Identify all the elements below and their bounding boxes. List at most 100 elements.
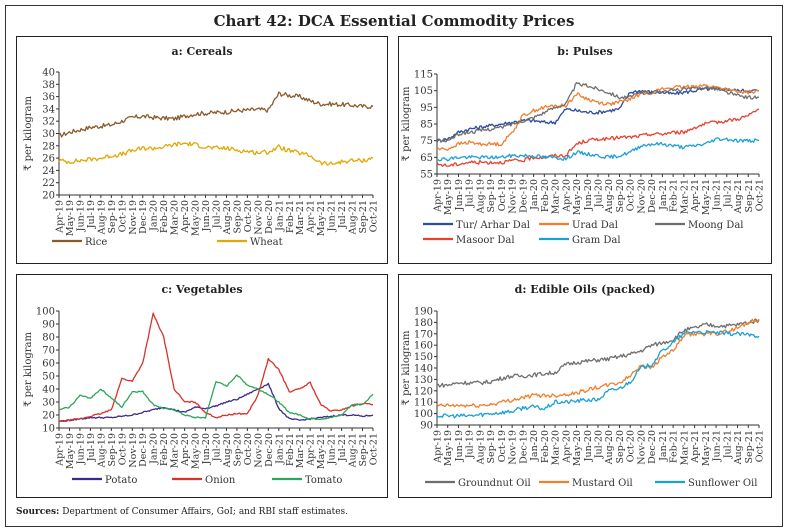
x-tick-label: May-20 xyxy=(572,179,583,215)
y-tick-label: 24 xyxy=(42,166,55,177)
x-tick-label: Apr-20 xyxy=(561,430,572,464)
x-tick-label: Oct-20 xyxy=(243,433,254,465)
x-tick-label: Jun-19 xyxy=(454,179,465,211)
legend-label: Onion xyxy=(205,475,236,486)
legend-label: Urad Dal xyxy=(572,220,618,231)
y-tick-label: 70 xyxy=(42,346,55,357)
x-tick-label: May-20 xyxy=(572,430,583,466)
legend-item: Groundnut Oil xyxy=(425,478,531,489)
x-tick-label: Aug-21 xyxy=(348,433,359,468)
y-tick-label: 40 xyxy=(42,385,55,396)
y-tick-label: 60 xyxy=(42,359,55,370)
x-tick-label: Jun-21 xyxy=(327,200,338,232)
x-tick-label: Mar-21 xyxy=(295,433,306,468)
x-tick-label: Oct-21 xyxy=(369,433,380,465)
x-tick-label: Jun-21 xyxy=(327,433,338,465)
figure-frame xyxy=(5,5,783,527)
y-tick-label: 30 xyxy=(42,129,55,140)
x-tick-label: May-21 xyxy=(701,430,712,466)
x-tick-label: Nov-19 xyxy=(508,430,519,465)
x-tick-label: Mar-20 xyxy=(551,430,562,465)
x-tick-label: Sep-20 xyxy=(615,179,626,213)
series-line-tur-arhar-dal xyxy=(436,86,760,143)
x-tick-label: Oct-19 xyxy=(497,179,508,211)
y-tick-label: 85 xyxy=(420,120,433,131)
legend-item: Moong Dal xyxy=(655,220,743,231)
series-line-sunflower-oil xyxy=(436,330,760,419)
y-tick-label: 32 xyxy=(42,117,55,128)
x-tick-label: Jun-20 xyxy=(201,433,212,465)
x-tick-label: Jan-20 xyxy=(149,200,160,232)
y-tick-label: 26 xyxy=(42,154,55,165)
x-tick-label: Jul-20 xyxy=(212,433,223,462)
x-tick-label: May-20 xyxy=(191,200,202,236)
y-tick-label: 95 xyxy=(420,103,433,114)
x-tick-label: Apr-19 xyxy=(433,179,444,213)
x-tick-label: Sep-19 xyxy=(107,200,118,234)
panel-vegetables: c: Vegetables 10 20 30 40 50 60 70 80 90 100 ₹ per… xyxy=(16,274,388,498)
x-tick-label: Jun-21 xyxy=(712,430,723,462)
x-tick-label: Aug-19 xyxy=(475,430,486,465)
x-tick-label: Jul-20 xyxy=(594,179,605,208)
x-tick-label: Oct-20 xyxy=(626,430,637,462)
legend-item: Gram Dal xyxy=(539,235,621,246)
x-tick-label: Jun-19 xyxy=(75,200,86,232)
x-tick-label: Apr-20 xyxy=(180,200,191,234)
y-axis-label: ₹ per kilogram xyxy=(23,96,34,171)
panel-title: a: Cereals xyxy=(171,45,233,58)
y-tick-label: 65 xyxy=(420,153,433,164)
legend-label: Wheat xyxy=(250,237,283,248)
panel-title: b: Pulses xyxy=(557,45,613,58)
y-tick-label: 75 xyxy=(420,136,433,147)
x-tick-label: May-19 xyxy=(443,179,454,215)
y-tick-label: 100 xyxy=(36,307,55,318)
x-tick-label: Jun-20 xyxy=(583,430,594,462)
y-tick-label: 140 xyxy=(414,364,433,375)
panel-cereals: a: Cereals 20 22 24 26 28 30 32 34 36 38 40 ₹ per k… xyxy=(16,36,388,264)
y-axis-label: ₹ per kilogram xyxy=(401,330,412,405)
x-tick-label: May-21 xyxy=(701,179,712,215)
legend-item: Urad Dal xyxy=(539,220,618,231)
sources-label: Sources: xyxy=(16,507,60,517)
legend-item: Mustard Oil xyxy=(539,478,633,489)
series-line-masoor-dal xyxy=(436,108,760,167)
x-tick-label: Sep-21 xyxy=(744,430,755,464)
y-tick-label: 10 xyxy=(42,424,55,435)
x-tick-label: Aug-19 xyxy=(475,179,486,214)
sources-text: Department of Consumer Affairs, GoI; and… xyxy=(62,507,349,517)
vegetables-chart: 10 20 30 40 50 60 70 80 90 100 ₹ per kilogram Apr-1… xyxy=(23,307,380,487)
legend-item: Sunflower Oil xyxy=(655,478,757,489)
x-tick-label: Nov-19 xyxy=(508,179,519,214)
x-tick-label: Apr-20 xyxy=(180,433,191,467)
x-tick-label: Sep-19 xyxy=(486,430,497,464)
x-tick-label: Aug-20 xyxy=(222,433,233,468)
y-tick-label: 150 xyxy=(414,352,433,363)
series-line-potato xyxy=(58,382,374,423)
x-tick-label: Feb-20 xyxy=(540,179,551,212)
x-tick-label: Oct-19 xyxy=(497,430,508,462)
x-tick-label: Jan-21 xyxy=(274,433,285,465)
x-tick-label: Jun-19 xyxy=(454,430,465,462)
x-tick-label: Jan-20 xyxy=(529,179,540,211)
x-tick-label: Aug-19 xyxy=(96,433,107,468)
x-tick-label: Sep-20 xyxy=(232,433,243,467)
x-tick-label: Feb-21 xyxy=(669,430,680,463)
x-tick-label: Aug-21 xyxy=(348,200,359,235)
panel-edible-oils: d: Edible Oils (packed) 90 100 110 120 130 14… xyxy=(398,274,772,498)
y-tick-label: 90 xyxy=(420,421,433,432)
x-tick-label: Jul-19 xyxy=(465,430,476,459)
x-tick-label: Dec-19 xyxy=(518,179,529,213)
x-tick-label: Oct-21 xyxy=(755,179,766,211)
x-tick-label: Mar-21 xyxy=(295,200,306,235)
x-tick-label: Jul-19 xyxy=(86,200,97,229)
x-tick-label: Mar-20 xyxy=(170,200,181,235)
series-line-wheat xyxy=(58,141,374,166)
x-tick-label: Jul-21 xyxy=(337,200,348,229)
y-tick-label: 30 xyxy=(42,398,55,409)
x-tick-label: May-19 xyxy=(65,433,76,469)
legend-label: Tomato xyxy=(305,475,342,486)
y-tick-label: 50 xyxy=(42,372,55,383)
x-tick-label: Nov-19 xyxy=(128,433,139,468)
